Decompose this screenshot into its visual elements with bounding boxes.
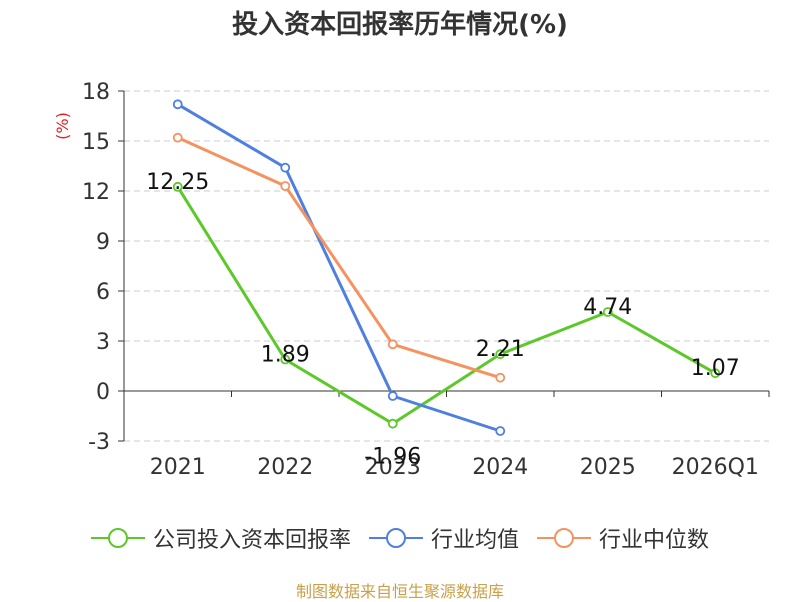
legend: 公司投入资本回报率 行业均值 行业中位数: [0, 518, 800, 558]
x-tick-label: 2024: [472, 455, 528, 480]
legend-label: 行业均值: [430, 528, 519, 553]
data-point: [387, 418, 398, 429]
chart-title: 投入资本回报率历年情况(%): [232, 10, 568, 40]
y-tick-label: 3: [96, 330, 110, 355]
y-tick-label: 12: [82, 180, 110, 205]
data-point: [172, 132, 183, 143]
data-point: [280, 162, 291, 173]
legend-swatch-marker: [385, 528, 406, 548]
source-note: 制图数据来自恒生聚源数据库: [295, 582, 504, 601]
x-tick-label: 2023: [365, 455, 421, 480]
data-point: [172, 181, 183, 192]
x-tick-label: 2021: [150, 455, 206, 480]
grid-lines: [124, 90, 769, 442]
y-tick-label: 9: [96, 230, 110, 255]
data-label: 12.25: [146, 170, 209, 195]
y-tick-label: 6: [96, 280, 110, 305]
data-label: 1.89: [261, 343, 310, 368]
legend-swatch-marker: [107, 528, 128, 548]
data-point: [280, 181, 291, 191]
series-line-3: [177, 136, 501, 380]
series-line-2: [176, 103, 501, 433]
x-tick-label: 2025: [580, 455, 636, 480]
data-point: [280, 354, 291, 365]
y-tick-label: -3: [88, 430, 110, 455]
legend-item[interactable]: 行业中位数: [537, 522, 709, 554]
y-axis-label: (%): [53, 112, 72, 140]
x-tick-label: 2026Q1: [672, 455, 759, 480]
legend-swatch: [90, 528, 145, 548]
y-tick-label: 15: [82, 130, 110, 155]
data-point: [495, 426, 506, 436]
data-labels: 12.25 1.89 -1.96 2.21 4.74 1.07: [146, 170, 739, 470]
legend-swatch-marker: [554, 528, 574, 548]
data-point: [387, 339, 398, 350]
legend-label: 公司投入资本回报率: [152, 528, 351, 553]
data-point: [495, 349, 506, 360]
legend-swatch: [537, 528, 591, 548]
data-point: [602, 307, 613, 317]
legend-swatch: [368, 528, 423, 548]
data-point: [710, 368, 721, 379]
data-point: [387, 391, 398, 401]
data-point: [172, 99, 183, 110]
data-point: [495, 372, 506, 383]
legend-item[interactable]: 公司投入资本回报率: [90, 522, 351, 554]
data-label: 4.74: [583, 295, 632, 320]
data-label: 2.21: [476, 337, 525, 362]
y-tick-label: 18: [82, 80, 110, 105]
data-label: 1.07: [691, 356, 740, 381]
axes: -3 0 3 6 9 12 15 18 2021 2022 2023 2024 2025 2026Q1: [82, 80, 770, 480]
x-tick-label: 2022: [257, 455, 313, 480]
series-line-1: [176, 186, 716, 426]
y-tick-label: 0: [96, 380, 110, 405]
data-label: -1.96: [364, 445, 421, 470]
legend-item[interactable]: 行业均值: [368, 522, 519, 554]
series-lines: [172, 99, 721, 436]
legend-label: 行业中位数: [599, 528, 710, 553]
